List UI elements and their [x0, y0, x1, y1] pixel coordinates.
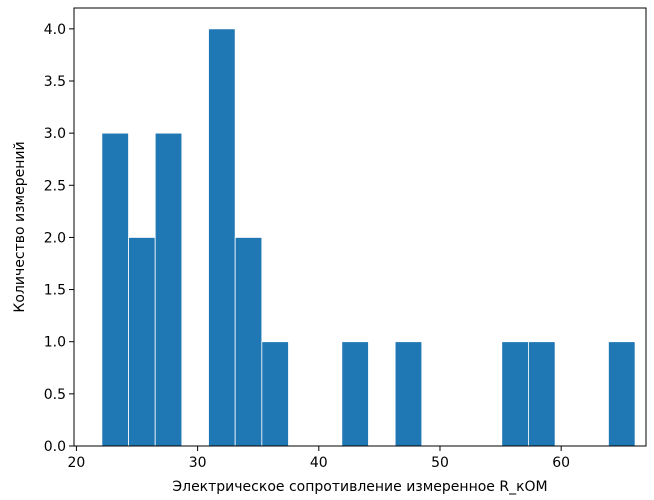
x-axis-label: Электрическое сопротивление измеренное R… [172, 479, 547, 495]
histogram-bars [101, 28, 636, 447]
histogram-bar [528, 341, 556, 447]
y-tick-label: 1.0 [44, 335, 66, 351]
histogram-bar [101, 132, 129, 447]
x-tick-label: 60 [552, 455, 570, 471]
y-tick-label: 3.0 [44, 126, 66, 142]
y-tick-label: 1.5 [44, 283, 66, 299]
histogram-bar [128, 237, 156, 447]
histogram-bar [154, 132, 183, 447]
x-tick-label: 40 [310, 455, 328, 471]
histogram-bar [261, 341, 289, 447]
y-tick-label: 0.0 [44, 439, 66, 455]
x-tick-label: 50 [431, 455, 449, 471]
histogram-bar [501, 341, 529, 447]
histogram-bar [608, 341, 636, 447]
histogram-bar [341, 341, 369, 447]
histogram-bar [208, 28, 236, 447]
y-axis-label: Количество измерений [12, 141, 28, 312]
x-tick-label: 30 [189, 455, 207, 471]
y-tick-label: 0.5 [44, 387, 66, 403]
x-axis-ticks: 20 30 40 50 60 [68, 446, 570, 471]
y-tick-label: 3.5 [44, 74, 66, 90]
y-tick-label: 4.0 [44, 22, 66, 38]
y-tick-label: 2.5 [44, 178, 66, 194]
x-tick-label: 20 [68, 455, 86, 471]
y-axis-ticks: 0.0 0.5 1.0 1.5 2.0 2.5 3.0 3.5 4.0 [44, 22, 74, 455]
plot-frame [73, 7, 647, 447]
y-tick-label: 2.0 [44, 230, 66, 246]
histogram-bar [234, 237, 263, 447]
histogram-bar [394, 341, 423, 447]
